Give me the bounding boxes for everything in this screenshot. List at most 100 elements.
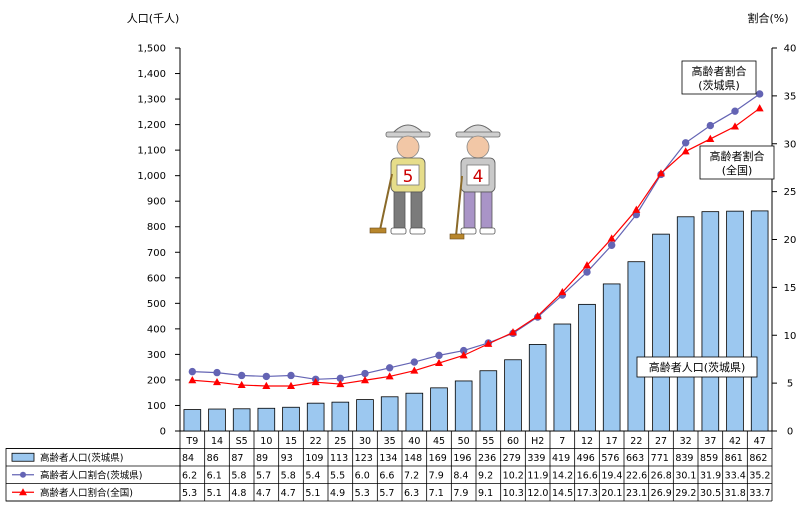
table-cell: 10.3 [503, 488, 524, 499]
left-tick-label: 1,300 [137, 95, 166, 106]
category-label: 7 [559, 436, 565, 447]
table-cell: 6.2 [182, 471, 197, 482]
table-cell: 859 [700, 453, 718, 464]
annotation-text: 高齢者割合 [710, 149, 765, 163]
category-label: T9 [185, 436, 198, 447]
category-label: 15 [285, 436, 297, 447]
category-label: S5 [236, 436, 248, 447]
table-cell: 4.7 [281, 488, 296, 499]
table-cell: 123 [355, 453, 373, 464]
bar [430, 387, 448, 432]
point [237, 371, 246, 380]
shoe-left [460, 227, 477, 235]
point [755, 90, 764, 98]
shoe-right [409, 227, 426, 235]
bib [396, 164, 420, 186]
bar [232, 408, 251, 432]
bar [183, 409, 202, 432]
bar [553, 323, 572, 432]
category-label: 47 [754, 436, 766, 447]
point [361, 369, 369, 378]
point [583, 268, 591, 276]
table-cell: 339 [527, 453, 545, 464]
right-tick-label: 20 [784, 235, 797, 246]
left-tick-label: 300 [147, 350, 166, 361]
bar [405, 392, 424, 432]
table-cell: 236 [478, 453, 496, 464]
category-label: H2 [531, 436, 544, 447]
table-cell: 9.1 [478, 488, 493, 499]
table-cell: 5.5 [330, 471, 345, 482]
bar [331, 401, 350, 432]
category-label: 37 [704, 436, 716, 447]
table-cell: 84 [182, 453, 194, 464]
legend-key-bar [11, 452, 35, 462]
bar [627, 261, 646, 432]
table-cell: 93 [281, 453, 293, 464]
bar [257, 407, 276, 432]
point [287, 381, 295, 389]
table-cell: 5.7 [256, 471, 271, 482]
table-cell: 20.1 [601, 488, 622, 499]
point [731, 122, 739, 130]
category-label: 27 [655, 436, 667, 447]
table-row-label: 高齢者人口割合(全国) [40, 487, 133, 499]
gate-stick-head [369, 227, 387, 234]
table-cell: 31.9 [700, 471, 721, 482]
bar [726, 210, 744, 432]
legend-key-marker [19, 488, 27, 496]
table-cell: 6.1 [207, 471, 222, 482]
left-tick-label: 800 [147, 222, 166, 233]
table-cell: 7.9 [429, 471, 444, 482]
right-tick-label: 15 [784, 283, 797, 294]
left-tick-label: 200 [147, 375, 166, 386]
category-label: 32 [680, 436, 692, 447]
right-tick-label: 0 [787, 427, 793, 438]
bar [701, 211, 720, 432]
point [262, 372, 271, 381]
category-label: 35 [384, 436, 396, 447]
annotation-text: 高齢者割合 [692, 64, 747, 78]
point [188, 376, 197, 384]
table-cell: 29.2 [675, 488, 696, 499]
point [410, 358, 419, 366]
point [681, 139, 690, 147]
table-cell: 861 [725, 453, 743, 464]
right-tick-label: 40 [784, 44, 797, 55]
category-label: 42 [729, 436, 741, 447]
right-axis-title: 割合(%) [747, 11, 788, 25]
left-tick-label: 1,500 [137, 44, 166, 55]
table-cell: 771 [651, 453, 669, 464]
table-cell: 839 [675, 453, 693, 464]
table-row-label: 高齢者人口(茨城県) [40, 452, 123, 464]
table-cell: 26.8 [651, 471, 672, 482]
table-cell: 419 [552, 453, 570, 464]
table-cell: 169 [429, 453, 447, 464]
table-cell: 7.1 [429, 488, 444, 499]
bar [750, 210, 769, 432]
annotation-box [636, 356, 758, 378]
category-label: 22 [310, 436, 322, 447]
point [311, 377, 320, 386]
bar [282, 406, 300, 432]
bar [652, 233, 670, 432]
table-cell: 663 [626, 453, 644, 464]
table-cell: 4.7 [256, 488, 271, 499]
table-cell: 6.3 [404, 488, 419, 499]
point [435, 358, 443, 367]
table-cell: 10.2 [503, 471, 524, 482]
category-label: 12 [581, 436, 593, 447]
left-tick-label: 100 [147, 401, 166, 412]
annotation-text: (全国) [722, 163, 753, 177]
table-cell: 6.6 [379, 471, 394, 482]
point [509, 328, 517, 336]
table-cell: 35.2 [749, 471, 770, 482]
data-table: T9 14 S5 10 15 22 25 30 35 40 45 50 55 60 H2 7 12 17 22 27 3… [5, 431, 773, 502]
annotation-ibaraki-population: 高齢者人口(茨城県) [636, 356, 758, 378]
face [396, 135, 420, 159]
bar [528, 344, 547, 432]
table-cell: 5.1 [305, 488, 320, 499]
right-tick-label: 35 [784, 91, 797, 102]
table-cell: 14.5 [552, 488, 573, 499]
